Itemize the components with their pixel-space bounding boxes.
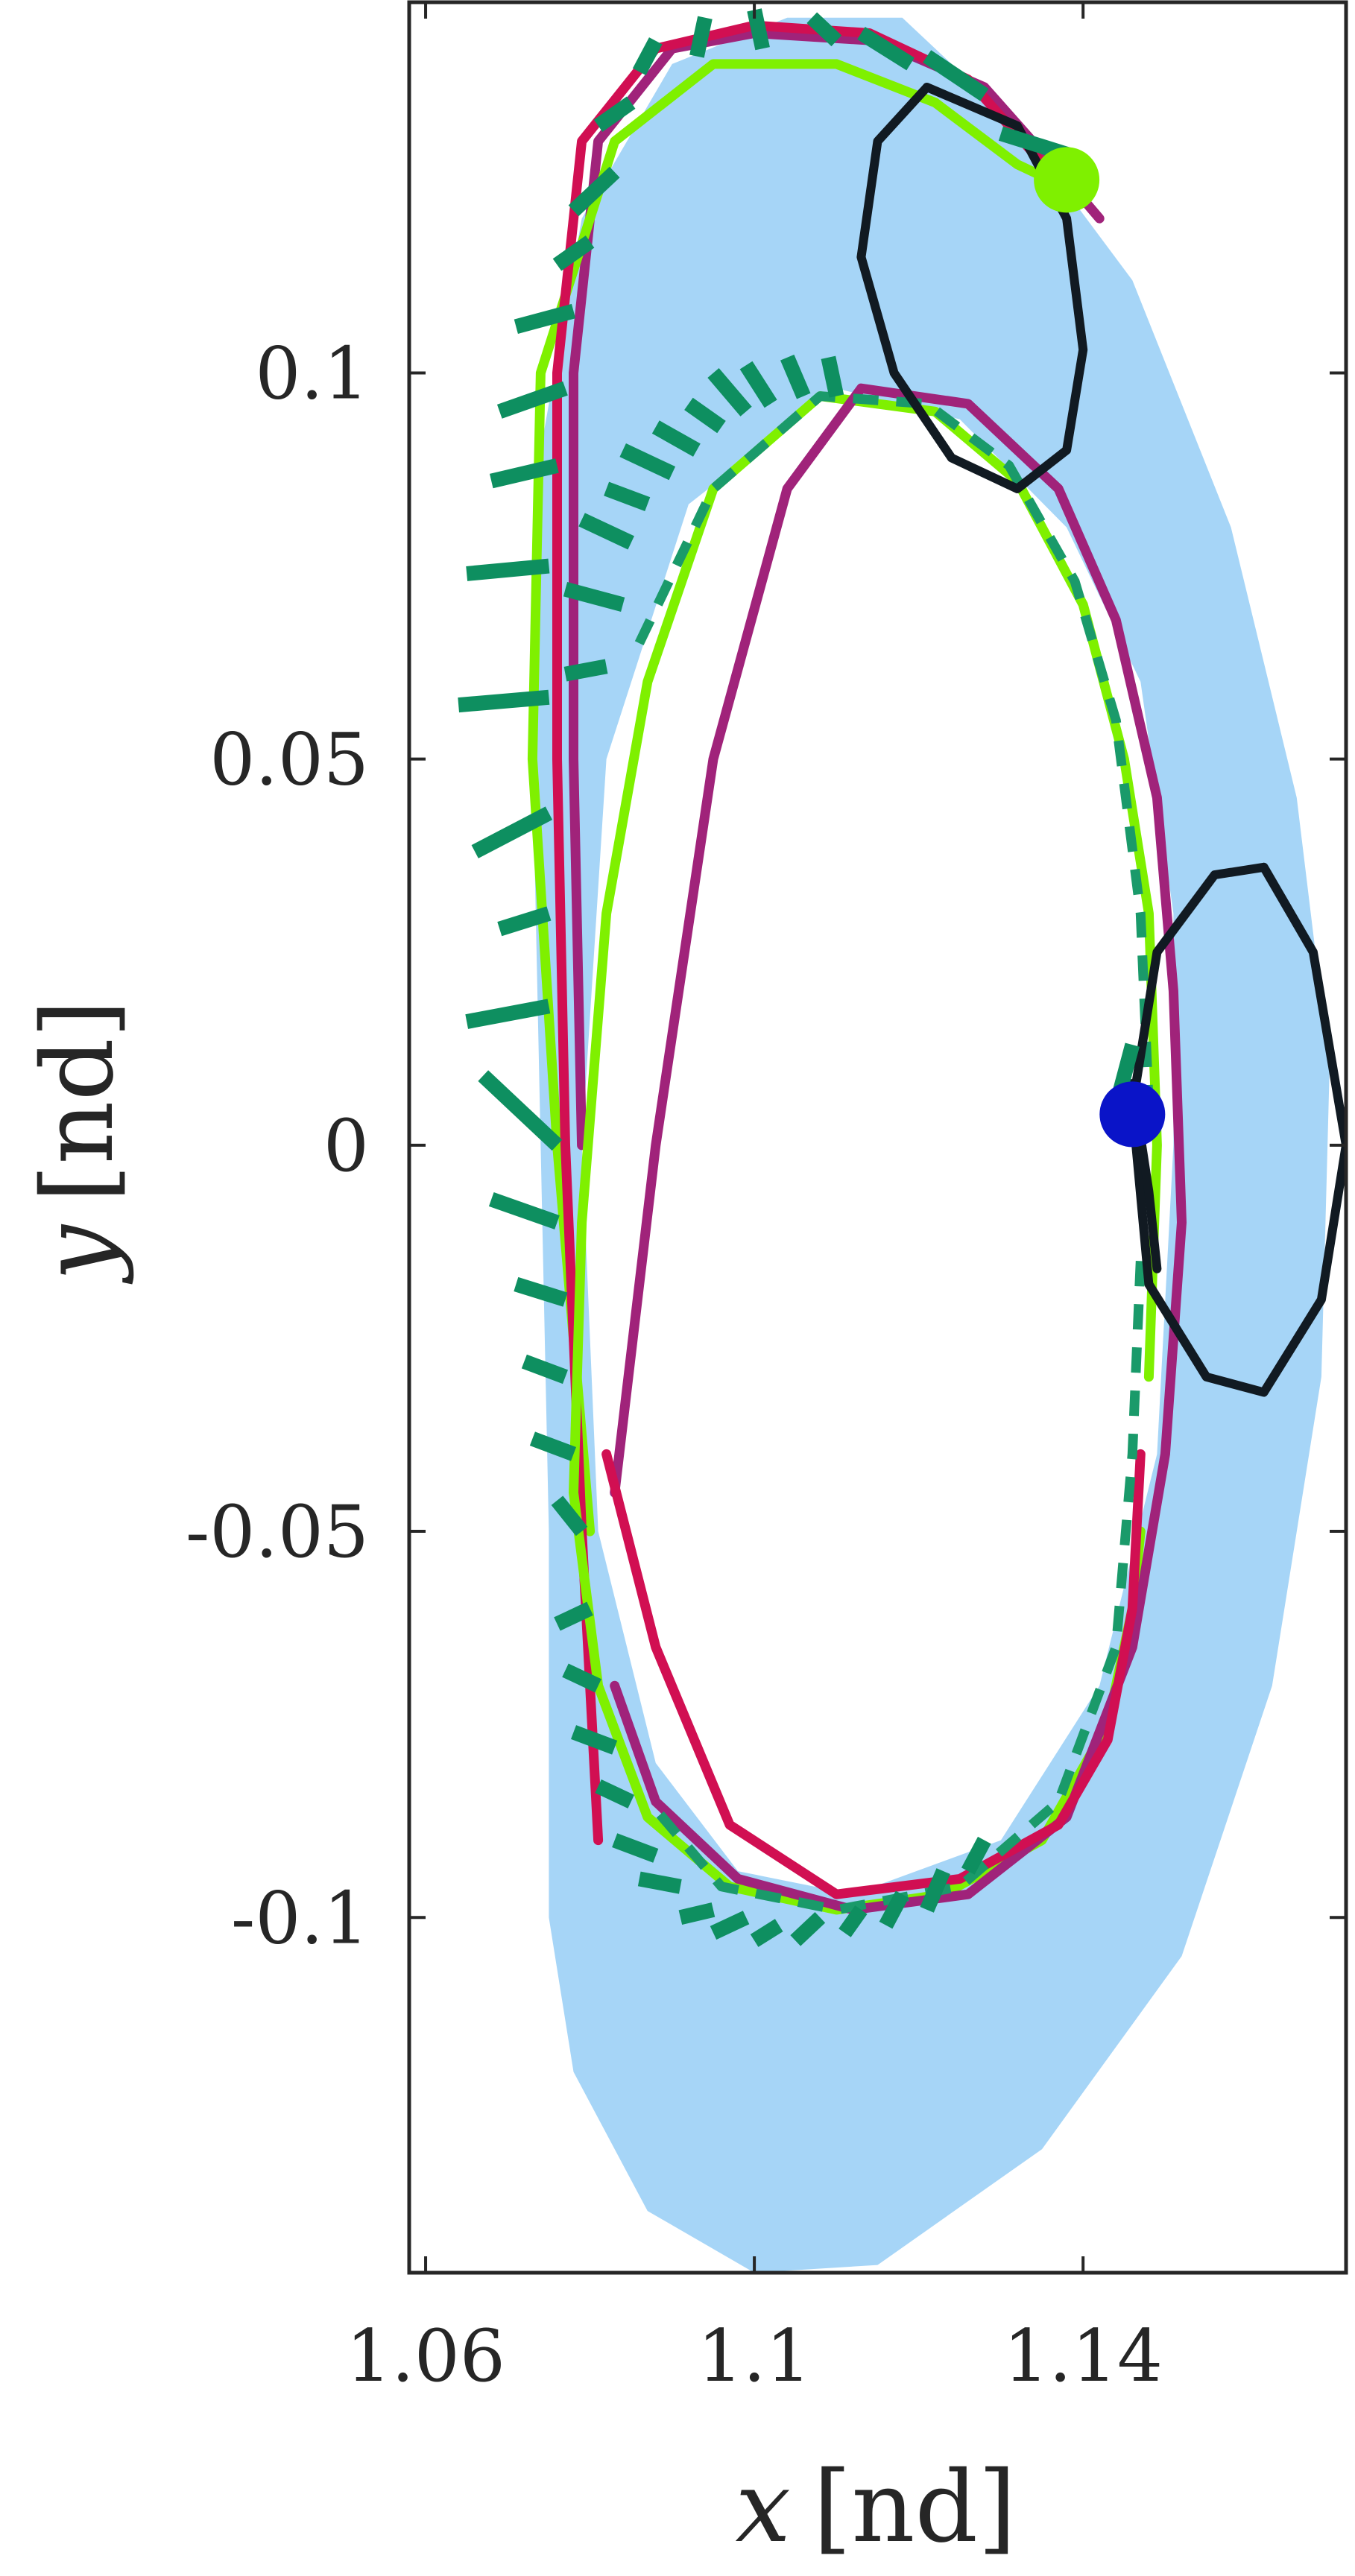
control-tick	[563, 659, 608, 682]
y-tick-label: 0.1	[255, 332, 369, 415]
control-tick	[551, 1496, 588, 1537]
control-tick	[562, 1663, 601, 1693]
control-tick	[684, 397, 726, 434]
series-line-3	[527, 59, 1072, 1537]
y-tick-label: -0.05	[186, 1490, 369, 1574]
x-axis-symbol: x	[736, 2450, 791, 2565]
x-tick-label: 1.14	[1003, 2314, 1163, 2398]
series-line-11	[1128, 862, 1346, 1397]
control-tick	[920, 1868, 950, 1913]
end-marker	[1099, 1081, 1166, 1148]
control-tick	[806, 12, 842, 47]
control-tick	[637, 1871, 682, 1894]
control-tick	[568, 166, 620, 217]
x-tick-label: 1.06	[346, 2314, 505, 2398]
control-tick	[678, 1902, 716, 1925]
control-tick	[857, 26, 915, 71]
control-tick	[651, 420, 701, 457]
x-axis-unit: [nd]	[813, 2450, 1017, 2565]
control-tick	[465, 999, 551, 1029]
control-tick	[563, 582, 625, 613]
axis-ticks: 1.06 1.1 1.14 0.1 0.05 0 -0.05 -0.1	[186, 2, 1346, 2398]
control-tick	[458, 689, 550, 713]
x-axis-label: x [nd]	[736, 2450, 1017, 2565]
control-tick	[514, 303, 576, 334]
axes-frame	[407, 0, 1348, 2275]
y-tick-label: 0.05	[209, 718, 369, 802]
control-tick	[595, 1779, 634, 1808]
control-tick	[612, 1833, 659, 1863]
control-tick	[552, 235, 595, 271]
control-tick	[521, 1354, 569, 1384]
y-tick-label: 0	[323, 1104, 369, 1188]
plot-area	[458, 8, 1346, 2273]
control-tick	[514, 1276, 568, 1307]
control-tick	[790, 1911, 826, 1946]
series-line-9	[634, 391, 1154, 1107]
control-tick	[838, 1905, 868, 1937]
control-tick	[478, 1070, 563, 1151]
start-marker	[1034, 147, 1100, 213]
series-line-6	[610, 383, 1187, 1915]
control-tick	[578, 513, 634, 550]
control-tick	[496, 381, 568, 419]
control-tick	[961, 1836, 991, 1875]
control-tick	[739, 361, 777, 408]
y-axis-symbol: y	[21, 1224, 136, 1285]
control-tick	[604, 481, 651, 512]
control-tick	[466, 558, 550, 581]
control-tick	[750, 1919, 783, 1947]
control-tick	[710, 1911, 750, 1940]
control-tick	[707, 367, 752, 417]
series-line-4	[552, 20, 1055, 1846]
control-tick	[488, 1192, 560, 1230]
control-tick	[497, 906, 552, 937]
control-tick	[529, 1431, 577, 1461]
series-line-8	[651, 1261, 1146, 1915]
control-tick	[593, 96, 636, 132]
y-axis-label: y [nd]	[21, 999, 136, 1284]
x-tick-label: 1.1	[698, 2314, 812, 2398]
control-tick	[879, 1890, 909, 1929]
control-tick	[923, 50, 989, 101]
series-line-5	[569, 391, 1162, 1915]
y-axis-unit: [nd]	[21, 999, 136, 1203]
control-tick	[689, 16, 713, 58]
control-tick	[571, 1725, 618, 1755]
control-tick	[554, 1601, 593, 1631]
control-tick	[489, 458, 559, 489]
y-tick-label: -0.1	[231, 1876, 369, 1960]
series-line-7	[601, 1449, 1146, 1899]
control-tick	[471, 806, 553, 858]
control-tick	[632, 37, 663, 75]
region-fill	[532, 17, 1330, 2273]
control-tick	[821, 355, 844, 398]
control-tick	[619, 443, 676, 481]
control-tick	[780, 354, 811, 399]
